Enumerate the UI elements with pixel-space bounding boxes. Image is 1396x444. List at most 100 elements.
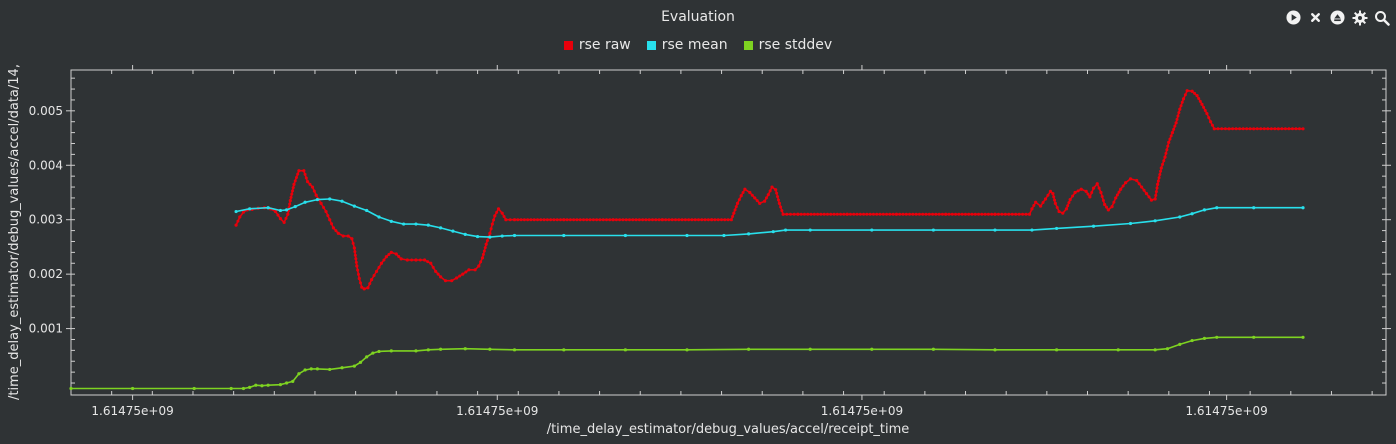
- data-point: [1052, 195, 1056, 199]
- data-point: [377, 349, 381, 354]
- data-point: [303, 368, 307, 372]
- data-point: [1175, 117, 1179, 121]
- data-point: [1071, 194, 1075, 198]
- data-point: [1216, 127, 1220, 131]
- data-point: [439, 347, 443, 351]
- data-point: [868, 212, 872, 216]
- data-point: [490, 222, 494, 226]
- data-point: [747, 232, 751, 236]
- data-point: [297, 372, 301, 376]
- data-point: [1055, 205, 1059, 209]
- settings-button[interactable]: [1351, 9, 1368, 26]
- data-point: [266, 383, 270, 387]
- data-point: [1155, 186, 1159, 190]
- data-point: [683, 218, 687, 222]
- data-point: [1115, 193, 1119, 197]
- data-point: [303, 200, 307, 204]
- zoom-button[interactable]: [1373, 9, 1390, 26]
- data-point: [1038, 204, 1043, 208]
- data-point: [931, 347, 936, 351]
- legend-swatch-raw: [563, 40, 573, 50]
- data-point: [260, 384, 264, 388]
- data-point: [549, 218, 553, 222]
- data-point: [1159, 169, 1163, 173]
- data-point: [568, 218, 572, 222]
- data-point: [496, 207, 501, 211]
- legend-item-raw[interactable]: rse raw: [563, 37, 631, 53]
- data-point: [911, 212, 915, 216]
- data-point: [637, 218, 641, 222]
- data-point: [1103, 202, 1107, 207]
- data-point: [944, 212, 948, 216]
- series-rse-raw: [234, 89, 1305, 291]
- data-point: [608, 218, 612, 222]
- data-point: [1181, 97, 1186, 101]
- data-point: [852, 212, 856, 216]
- data-point: [545, 218, 549, 222]
- data-point: [891, 212, 895, 216]
- data-point: [1061, 211, 1065, 215]
- data-point: [362, 287, 366, 291]
- legend-item-mean[interactable]: rse mean: [646, 37, 728, 53]
- data-point: [328, 218, 332, 222]
- data-point: [1209, 120, 1213, 124]
- data-point: [657, 218, 661, 222]
- data-point: [829, 212, 833, 216]
- data-point: [1030, 207, 1034, 211]
- data-point: [443, 279, 448, 283]
- data-point: [845, 212, 849, 216]
- data-point: [485, 239, 489, 243]
- play-button[interactable]: [1285, 9, 1302, 26]
- data-point: [1234, 127, 1238, 131]
- data-point: [1097, 186, 1101, 190]
- data-point: [353, 253, 357, 257]
- data-point: [1100, 194, 1104, 198]
- data-point: [282, 220, 286, 225]
- data-point: [371, 351, 375, 355]
- data-point: [898, 212, 902, 216]
- data-point: [1048, 189, 1053, 193]
- eject-button[interactable]: [1329, 9, 1346, 26]
- data-point: [993, 212, 997, 216]
- data-point: [734, 205, 738, 209]
- data-point: [488, 235, 492, 239]
- data-point: [719, 218, 723, 222]
- y-tick-label: 0.001: [29, 322, 63, 336]
- data-point: [394, 252, 398, 256]
- data-point: [352, 246, 356, 250]
- data-point: [477, 264, 481, 268]
- data-point: [346, 234, 350, 238]
- data-point: [286, 212, 290, 216]
- data-point: [340, 366, 344, 370]
- clear-button[interactable]: [1307, 9, 1324, 26]
- data-point: [360, 285, 364, 289]
- data-point: [374, 269, 379, 274]
- data-point: [605, 218, 609, 222]
- data-point: [500, 211, 504, 215]
- data-point: [489, 227, 493, 231]
- data-point: [950, 212, 954, 216]
- data-point: [651, 218, 655, 222]
- y-tick-label: 0.002: [29, 267, 63, 281]
- data-point: [582, 218, 586, 222]
- data-point: [1178, 342, 1182, 346]
- data-point: [291, 186, 295, 190]
- data-point: [241, 210, 246, 214]
- data-point: [774, 188, 778, 192]
- data-point: [1110, 205, 1114, 209]
- data-point: [319, 201, 323, 205]
- data-point: [309, 367, 313, 371]
- data-point: [1010, 212, 1014, 216]
- data-point: [647, 218, 651, 222]
- data-point: [354, 260, 358, 264]
- data-point: [431, 265, 435, 269]
- data-point: [429, 261, 433, 265]
- data-point: [780, 209, 784, 213]
- y-tick-label: 0.003: [29, 213, 63, 227]
- data-point: [855, 212, 859, 216]
- data-point: [806, 212, 810, 216]
- data-point: [1158, 173, 1162, 177]
- legend-item-stddev[interactable]: rse stddev: [743, 37, 832, 53]
- data-point: [463, 232, 467, 237]
